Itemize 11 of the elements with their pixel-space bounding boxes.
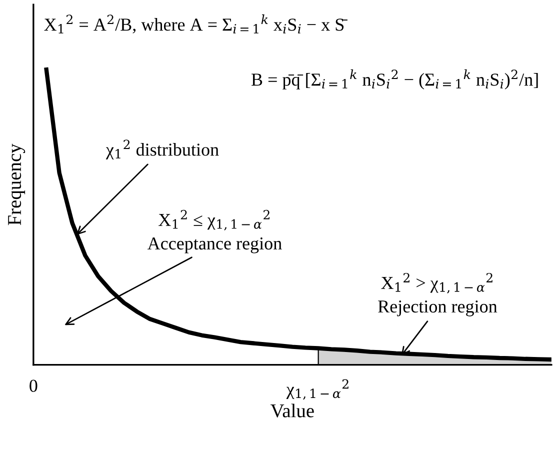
annotation: X$_{1}$$^{2}$ ≤ χ$_{1,1−α}$$^{2}$ <box>158 210 270 230</box>
x-tick-label: 0 <box>30 380 38 392</box>
x-tick-label: χ$_{1,1−α}$$^{2}$ <box>286 379 348 400</box>
annotation: χ$_{1}$$^{2}$ distribution <box>106 140 219 160</box>
annotation: Rejection region <box>378 300 498 316</box>
annotation: Acceptance region <box>147 237 282 254</box>
x-axis-title: Value <box>270 404 314 418</box>
annotation: X$_{1}$$^{2}$ > χ$_{1,1−α}$$^{2}$ <box>381 272 492 294</box>
text: X$_{1}$$^{2}$ = A$^{2}$/B, where A = Σ$_{i=1}$$^{k}$ x$_{i}$S$_{i}$ − x S̄ <box>44 14 348 34</box>
text: B = p̄q̄ [Σ$_{i=1}$$^{k}$ n$_{i}$S$_{i}$$^{2}$ − (Σ$_{i=1}$$^{k}$ n$_{i}$S$_{i}$)$^{2}$/n] <box>252 69 538 90</box>
y-axis-title: Frequency <box>8 144 26 226</box>
